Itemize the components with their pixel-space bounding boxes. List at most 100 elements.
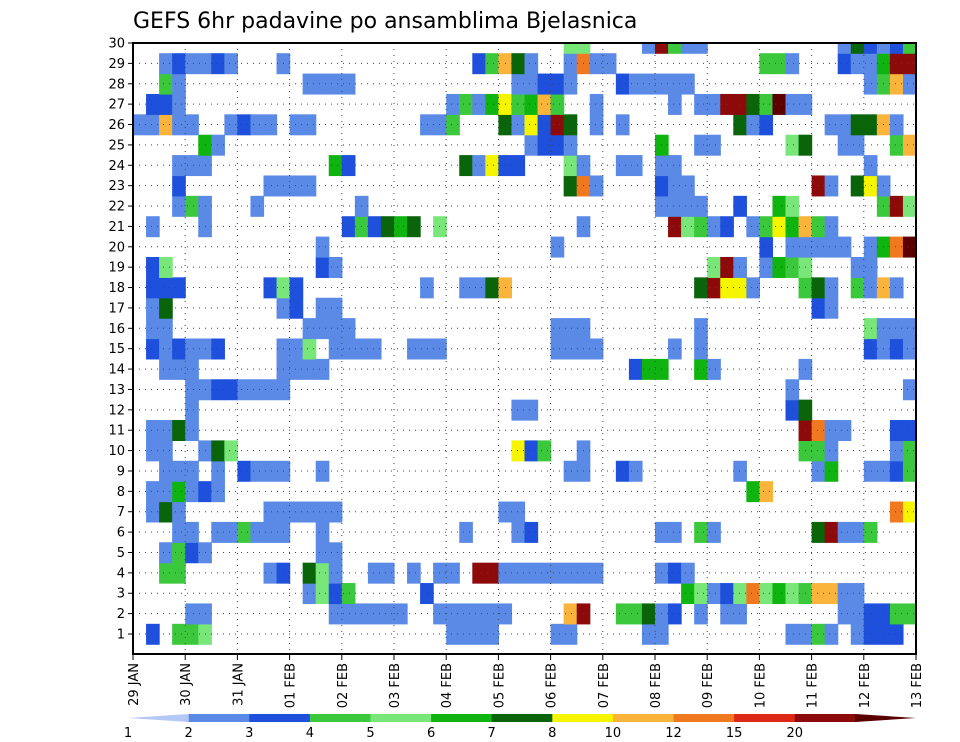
heatmap-cell bbox=[446, 603, 460, 625]
heatmap-cell bbox=[759, 114, 774, 136]
heatmap-cell bbox=[341, 338, 356, 360]
heatmap-cell bbox=[563, 603, 578, 625]
heatmap-cell bbox=[224, 379, 238, 401]
heatmap-cell bbox=[863, 521, 878, 543]
heatmap-cell bbox=[772, 583, 787, 605]
heatmap-cell bbox=[694, 43, 708, 54]
heatmap-cell bbox=[328, 73, 343, 95]
heatmap-cell bbox=[289, 175, 304, 197]
heatmap-cell bbox=[367, 216, 382, 238]
heatmap-cell bbox=[694, 134, 708, 156]
heatmap-cell bbox=[537, 73, 552, 95]
heatmap-cell bbox=[824, 440, 839, 462]
heatmap-cell bbox=[511, 53, 526, 75]
heatmap-cell bbox=[837, 420, 852, 441]
heatmap-cell bbox=[146, 501, 160, 523]
heatmap-cell bbox=[707, 93, 721, 115]
heatmap-cell bbox=[172, 93, 186, 115]
x-tick-label: 09 FEB bbox=[701, 663, 716, 708]
heatmap-cell bbox=[707, 521, 721, 543]
heatmap-cell bbox=[172, 420, 186, 441]
heatmap-cell bbox=[315, 73, 330, 95]
heatmap-cell bbox=[759, 256, 774, 278]
heatmap-cell bbox=[146, 216, 160, 238]
colorbar-label: 4 bbox=[306, 726, 314, 741]
heatmap-cell bbox=[681, 73, 695, 95]
heatmap-cell bbox=[863, 43, 878, 54]
heatmap-cell bbox=[459, 603, 473, 625]
heatmap-cell bbox=[902, 53, 917, 75]
heatmap-cell bbox=[641, 73, 656, 95]
heatmap-cell bbox=[146, 114, 160, 136]
heatmap-cell bbox=[211, 481, 225, 503]
heatmap-cell bbox=[185, 155, 199, 177]
heatmap-cell bbox=[146, 318, 160, 340]
heatmap-cell bbox=[902, 195, 917, 217]
heatmap-cell bbox=[185, 521, 199, 543]
heatmap-cell bbox=[785, 583, 800, 605]
x-tick-label: 06 FEB bbox=[545, 663, 560, 708]
heatmap-cell bbox=[315, 521, 330, 543]
heatmap-cell bbox=[159, 501, 173, 523]
heatmap-cell bbox=[876, 43, 891, 54]
x-tick-label: 13 FEB bbox=[910, 663, 925, 708]
heatmap-cell bbox=[668, 195, 682, 217]
heatmap-cell bbox=[550, 338, 565, 360]
colorbar-swatch bbox=[128, 714, 189, 722]
heatmap-cell bbox=[146, 256, 160, 278]
heatmap-cell bbox=[185, 399, 199, 421]
heatmap-cell bbox=[759, 481, 774, 503]
colorbar-swatch bbox=[612, 714, 675, 722]
heatmap-cell bbox=[485, 562, 499, 584]
x-tick-label: 02 FEB bbox=[336, 663, 351, 708]
heatmap-cell bbox=[224, 53, 238, 75]
heatmap-cell bbox=[628, 73, 643, 95]
heatmap-cell bbox=[863, 155, 878, 177]
heatmap-cell bbox=[811, 460, 826, 482]
heatmap-cell bbox=[485, 277, 499, 299]
heatmap-cell bbox=[289, 501, 304, 523]
heatmap-cell bbox=[563, 43, 578, 54]
heatmap-cell bbox=[159, 73, 173, 95]
heatmap-cell bbox=[172, 175, 186, 197]
heatmap-cell bbox=[837, 236, 852, 258]
x-axis: 29 JAN 30 JAN 31 JAN 01 FEB 02 FEB 03 FEB 04 F… bbox=[127, 654, 925, 708]
heatmap-cell bbox=[850, 114, 865, 136]
heatmap-cell bbox=[511, 73, 526, 95]
heatmap-cell bbox=[159, 256, 173, 278]
y-tick-label: 21 bbox=[108, 220, 125, 235]
y-tick-label: 17 bbox=[108, 301, 125, 316]
x-tick-label: 10 FEB bbox=[753, 663, 768, 708]
y-tick-label: 6 bbox=[117, 526, 125, 541]
heatmap-cell bbox=[485, 53, 499, 75]
heatmap-cell bbox=[811, 420, 826, 441]
heatmap-cell bbox=[328, 501, 343, 523]
x-tick-label: 11 FEB bbox=[806, 663, 821, 708]
y-tick-label: 14 bbox=[108, 363, 125, 378]
heatmap-cell bbox=[328, 603, 343, 625]
colorbar: 1 2 3 4 5 6 7 8 10 12 15 20 bbox=[124, 714, 916, 741]
heatmap-cell bbox=[785, 399, 800, 421]
heatmap-cell bbox=[811, 236, 826, 258]
heatmap-cell bbox=[902, 420, 917, 441]
heatmap-cell bbox=[459, 521, 473, 543]
heatmap-cell bbox=[589, 93, 604, 115]
colorbar-swatch bbox=[673, 714, 735, 722]
heatmap-cell bbox=[185, 379, 199, 401]
heatmap-cell bbox=[824, 297, 839, 319]
heatmap-cell bbox=[328, 562, 343, 584]
heatmap-cell bbox=[315, 256, 330, 278]
heatmap-cell bbox=[824, 216, 839, 238]
heatmap-cell bbox=[681, 43, 695, 54]
heatmap-cell bbox=[550, 114, 565, 136]
heatmap-cell bbox=[185, 420, 199, 441]
heatmap-cell bbox=[472, 93, 486, 115]
heatmap-cell bbox=[302, 318, 317, 340]
x-tick-label: 30 JAN bbox=[179, 663, 194, 706]
heatmap-cell bbox=[472, 623, 486, 645]
heatmap-cell bbox=[811, 297, 826, 319]
heatmap-cell bbox=[733, 277, 747, 299]
heatmap-cell bbox=[694, 277, 708, 299]
heatmap-cell bbox=[159, 114, 173, 136]
heatmap-cell bbox=[694, 603, 708, 625]
